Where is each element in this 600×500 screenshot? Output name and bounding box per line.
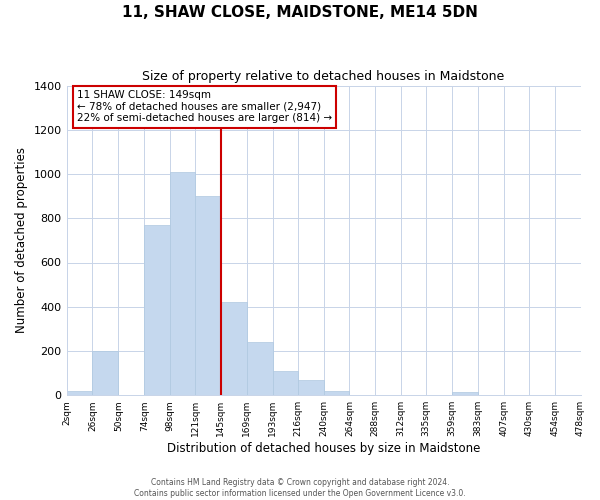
Bar (273, 371, 298, 395)
Bar (247, 342, 273, 395)
Bar (195, 196, 221, 395)
Bar (170, 172, 195, 395)
Text: Contains HM Land Registry data © Crown copyright and database right 2024.
Contai: Contains HM Land Registry data © Crown c… (134, 478, 466, 498)
Bar (298, 380, 323, 395)
Y-axis label: Number of detached properties: Number of detached properties (15, 148, 28, 334)
Bar (92, 351, 118, 395)
Text: 11 SHAW CLOSE: 149sqm
← 78% of detached houses are smaller (2,947)
22% of semi-d: 11 SHAW CLOSE: 149sqm ← 78% of detached … (77, 90, 332, 124)
Bar (144, 225, 170, 395)
Bar (323, 391, 349, 395)
Bar (67, 391, 92, 395)
X-axis label: Distribution of detached houses by size in Maidstone: Distribution of detached houses by size … (167, 442, 480, 455)
Bar (221, 302, 247, 395)
Bar (452, 392, 478, 395)
Text: 11, SHAW CLOSE, MAIDSTONE, ME14 5DN: 11, SHAW CLOSE, MAIDSTONE, ME14 5DN (122, 5, 478, 20)
Title: Size of property relative to detached houses in Maidstone: Size of property relative to detached ho… (142, 70, 505, 83)
